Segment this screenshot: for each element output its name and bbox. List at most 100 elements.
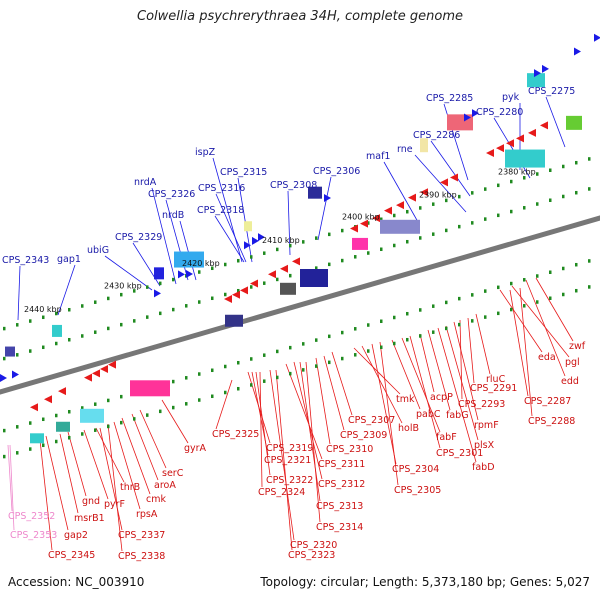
bottom-leader-line [275,369,293,551]
top-leader-line [179,220,197,281]
tick-dot [588,157,591,161]
top-leader-line [57,264,76,316]
forward-arrow [0,374,7,382]
tick-dot [211,296,214,301]
forward-gene-block [420,138,428,153]
reverse-arrow [540,121,548,130]
tick-dot [3,454,6,459]
tick-dot [172,405,175,410]
tick-dot [562,164,565,169]
forward-arrow [12,370,19,379]
forward-arrow [464,113,471,122]
tick-dot [458,194,461,199]
tick-dot [16,451,19,455]
bottom-gene-label: holB [398,423,419,434]
reverse-arrow [292,257,300,266]
bottom-gene-label: tmk [396,394,415,405]
tick-dot [42,417,45,422]
tick-dot [341,258,344,263]
tick-dot [328,334,331,339]
bottom-leader-line [215,379,233,430]
tick-dot [159,409,162,414]
top-gene-label: CPS_2329 [115,232,162,243]
reverse-gene-block [380,219,420,234]
tick-dot [81,334,84,338]
bottom-leader-line [259,371,263,488]
bottom-leader-line [285,363,323,460]
bottom-gene-label: serC [162,468,184,479]
bottom-gene-label: CPS_2320 [290,540,337,551]
top-gene-label: CPS_2308 [270,180,317,191]
tick-dot [224,262,227,267]
tick-label: 2410 kbp [262,236,300,245]
tick-dot [224,292,227,297]
bottom-leader-line [39,439,53,551]
tick-dot [458,224,461,229]
bottom-gene-label: CPS_2325 [212,429,259,440]
tick-dot [432,232,435,236]
tick-dot [289,345,292,350]
bottom-leader-line [535,277,574,342]
tick-dot [536,274,539,278]
bottom-leader-line [445,325,479,441]
top-leader-line [212,157,243,263]
tick-dot [354,255,357,259]
tick-dot [107,424,110,429]
bottom-leader-line [107,423,123,552]
tick-dot [159,311,162,316]
tick-dot [185,402,188,406]
tick-dot [562,266,565,271]
tick-dot [133,289,136,293]
bottom-leader-line [67,431,87,497]
tick-dot [536,202,539,206]
bottom-leader-line [499,289,543,353]
label-leaders [7,96,574,552]
top-gene-label: CPS_2316 [198,183,245,194]
tick-dot [276,349,279,354]
forward-arrow [472,109,479,118]
tick-dot [276,247,279,252]
tick-dot [198,300,201,304]
bottom-gene-label: rluC [486,374,506,385]
forward-arrow [186,270,193,279]
forward-arrow [574,47,581,56]
reverse-arrow [496,144,504,153]
tick-dot [471,221,474,225]
reverse-arrow [44,395,52,404]
reverse-arrow [440,178,448,187]
tick-dot [146,315,149,319]
tick-dot [536,172,539,176]
tick-dot [94,300,97,304]
tick-dot [588,285,591,289]
tick-dot [315,338,318,342]
bottom-gene-label: edd [561,376,579,387]
tick-dot [536,300,539,304]
map-title: Colwellia psychrerythraea 34H, complete … [137,9,463,24]
bottom-leader-line [371,343,397,465]
bottom-leader-line [437,327,477,463]
forward-arrow [258,233,265,242]
tick-dot [289,273,292,278]
tick-dot [406,337,409,342]
tick-dot [302,368,305,372]
reverse-arrow [516,134,524,143]
bottom-gene-label: plsX [474,440,495,451]
tick-dot [419,236,422,240]
tick-dot [549,296,552,300]
reverse-gene-block [352,237,368,250]
top-gene-label: nrdA [134,177,157,188]
top-leader-line [430,140,471,197]
tick-label: 2390 kbp [419,190,457,199]
tick-dot [354,327,357,331]
tick-dot [55,311,58,316]
tick-dot [120,394,123,399]
tick-dot [315,364,318,368]
bottom-gene-label: CPS_2338 [118,551,165,562]
bottom-gene-label: gyrA [184,443,207,454]
reverse-arrow [450,173,458,182]
top-gene-label: nrdB [162,210,184,221]
bottom-gene-label: CPS_2305 [394,485,441,496]
forward-gene-block [5,346,15,357]
tick-dot [3,326,6,331]
